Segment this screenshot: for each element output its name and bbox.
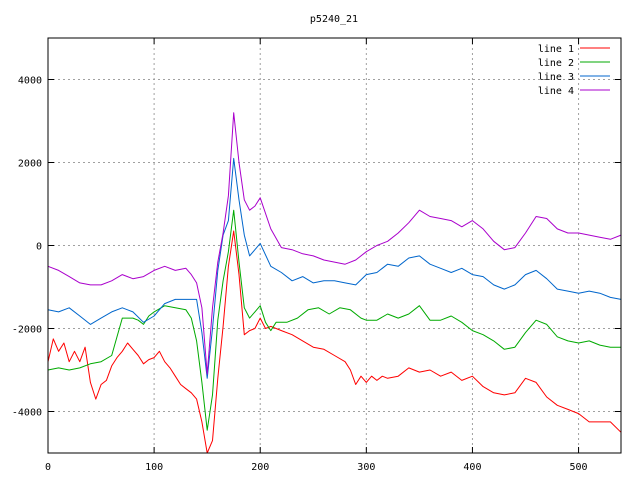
chart-title: p5240_21: [310, 14, 358, 25]
y-tick-label: 0: [36, 242, 42, 253]
x-tick-label: 400: [463, 462, 481, 473]
axis-ticks: 0 100 200 300 400 500 -4000 -2000 0 2000 4000: [12, 38, 621, 473]
grid: [48, 38, 621, 453]
legend-label-3: line 3: [538, 72, 574, 83]
series-line-4: [47, 112, 622, 375]
series-group: [47, 112, 622, 454]
series-line-2: [47, 209, 621, 431]
legend-label-4: line 4: [538, 86, 574, 97]
y-tick-label: 4000: [18, 76, 42, 87]
y-tick-label: -4000: [12, 408, 42, 419]
y-tick-label: -2000: [12, 325, 42, 336]
y-tick-label: 2000: [18, 159, 42, 170]
x-tick-label: 100: [145, 462, 163, 473]
series-line-3: [47, 157, 622, 379]
x-tick-label: 300: [357, 462, 375, 473]
legend-label-1: line 1: [538, 44, 574, 55]
x-tick-label: 0: [45, 462, 51, 473]
x-tick-label: 500: [570, 462, 588, 473]
legend-label-2: line 2: [538, 58, 574, 69]
x-tick-label: 200: [251, 462, 269, 473]
legend: line 1 line 2 line 3 line 4: [538, 44, 610, 97]
series-line-1: [47, 230, 622, 454]
